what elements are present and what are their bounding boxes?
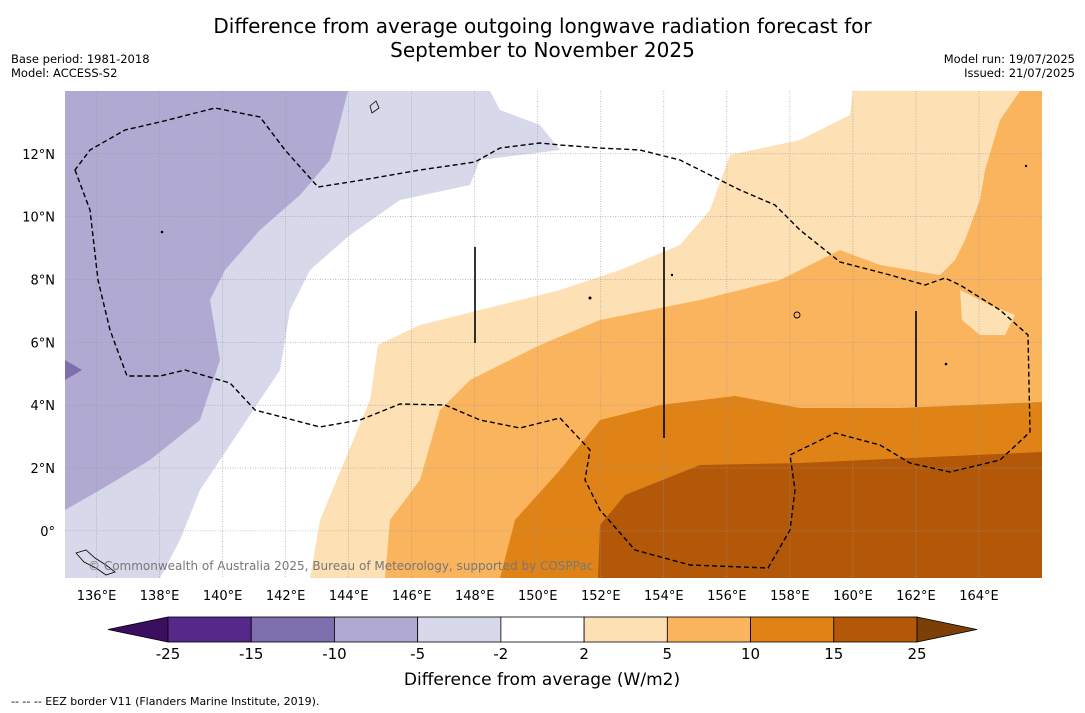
lon-tick-label: 154°E: [644, 589, 684, 604]
lat-tick-label: 0°: [40, 525, 55, 540]
lon-tick-label: 136°E: [77, 589, 117, 604]
colorbar-segment: [167, 616, 252, 643]
fill-15-to-25: [598, 452, 1042, 578]
longitude-labels: 136°E 138°E 140°E 142°E 144°E 146°E 148°E 150°E…: [77, 589, 999, 604]
lon-tick-label: 158°E: [770, 589, 810, 604]
model-info: Base period: 1981-2018 Model: ACCESS-S2: [11, 52, 150, 80]
lon-tick-label: 162°E: [896, 589, 936, 604]
island-png-coast: [75, 549, 116, 576]
colorbar-tick-label: 2: [579, 645, 589, 663]
colorbar-segment: [833, 616, 918, 643]
title-line-2: September to November 2025: [390, 38, 695, 62]
colorbar-segment: [250, 616, 335, 643]
lon-tick-label: 150°E: [518, 589, 558, 604]
model-run: Model run: 19/07/2025: [943, 52, 1075, 66]
copyright-notice: © Commonwealth of Australia 2025, Bureau…: [88, 559, 593, 573]
base-period: Base period: 1981-2018: [11, 52, 150, 66]
lon-tick-label: 144°E: [329, 589, 369, 604]
map-title: Difference from average outgoing longwav…: [0, 14, 1085, 62]
colorbar-segment: [583, 616, 668, 643]
colorbar-tick-label: -15: [239, 645, 264, 663]
colorbar-tick-label: 15: [824, 645, 843, 663]
island-dot-1: [160, 230, 164, 234]
eez-border: [74, 107, 1031, 569]
lat-tick-label: 2°N: [31, 462, 56, 477]
model-name: Model: ACCESS-S2: [11, 66, 118, 80]
lon-tick-label: 142°E: [266, 589, 306, 604]
colorbar-tick-label: -25: [156, 645, 181, 663]
run-info: Model run: 19/07/2025 Issued: 21/07/2025: [944, 52, 1075, 80]
colorbar-tick-label: -5: [410, 645, 425, 663]
issued-date: Issued: 21/07/2025: [964, 66, 1075, 80]
lon-tick-label: 156°E: [707, 589, 747, 604]
colorbar-tick-label: -2: [493, 645, 508, 663]
colorbar-tick-label: -10: [322, 645, 347, 663]
colorbar-tick-label: 10: [741, 645, 760, 663]
lon-tick-label: 148°E: [455, 589, 495, 604]
island-dot-4: [944, 362, 948, 366]
lon-tick-label: 160°E: [833, 589, 873, 604]
colorbar-segment: [334, 616, 419, 643]
colorbar-segment: [500, 616, 585, 643]
lat-tick-label: 6°N: [31, 336, 56, 351]
lon-tick-label: 152°E: [581, 589, 621, 604]
lat-tick-label: 12°N: [22, 148, 55, 163]
island-pohnpei: [793, 311, 801, 319]
eez-footnote: -- -- -- EEZ border V11 (Flanders Marine…: [11, 695, 320, 708]
colorbar-segment: [666, 616, 751, 643]
map-plot: © Commonwealth of Australia 2025, Bureau…: [65, 91, 1042, 578]
colorbar-extend-low: [107, 616, 169, 643]
colorbar-tick-label: 25: [907, 645, 926, 663]
colorbar-title: Difference from average (W/m2): [404, 670, 680, 690]
island-guam: [369, 100, 380, 114]
island-dot-2: [588, 296, 592, 300]
fill-gap-east: [960, 290, 1015, 335]
latitude-labels: 12°N 10°N 8°N 6°N 4°N 2°N 0°: [22, 148, 55, 540]
colorbar-extend-high: [916, 616, 978, 643]
lat-tick-label: 8°N: [31, 274, 56, 289]
fill-minus15-to-minus10: [65, 360, 82, 380]
island-dot-5: [1024, 164, 1028, 168]
lon-tick-label: 146°E: [392, 589, 432, 604]
lon-tick-label: 164°E: [959, 589, 999, 604]
colorbar: -25 -15 -10 -5 -2 2 5 10 15 25: [107, 616, 978, 663]
colorbar-segment: [417, 616, 502, 643]
title-line-1: Difference from average outgoing longwav…: [213, 14, 872, 38]
gridlines: [65, 91, 1042, 578]
lat-tick-label: 10°N: [22, 211, 55, 226]
colorbar-segment: [750, 616, 835, 643]
lat-tick-label: 4°N: [31, 399, 56, 414]
island-dot-3: [670, 273, 674, 277]
lon-tick-label: 140°E: [203, 589, 243, 604]
colorbar-tick-label: 5: [663, 645, 673, 663]
lon-tick-label: 138°E: [140, 589, 180, 604]
